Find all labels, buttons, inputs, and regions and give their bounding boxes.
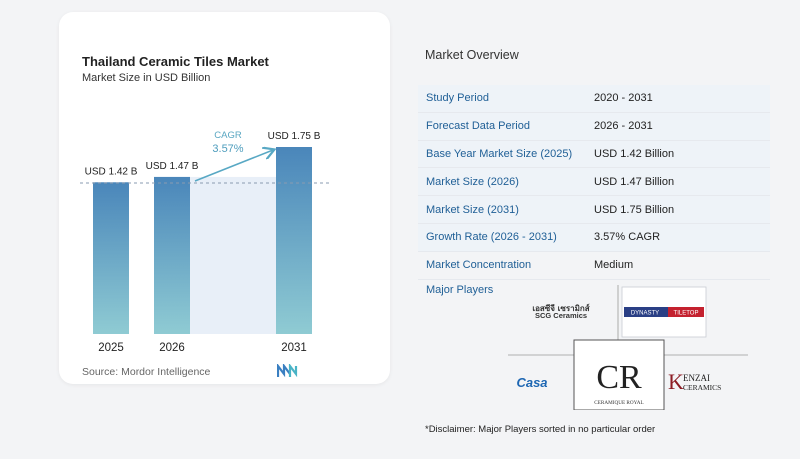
row-value: Medium (594, 259, 634, 272)
row-value: 3.57% CAGR (594, 231, 661, 244)
row-label: Forecast Data Period (426, 120, 530, 133)
row-value: USD 1.47 Billion (594, 175, 675, 188)
overview-title: Market Overview (425, 48, 519, 62)
ceramique-text: CERAMIQUE ROYAL (594, 400, 643, 406)
tiletop-text: TILETOP (674, 311, 699, 317)
major-players-logos: เอสซีจี เซรามิกส์ SCG Ceramics DYNASTY T… (508, 285, 748, 410)
casa-logo: Casa (516, 375, 547, 390)
row-value: USD 1.42 Billion (594, 147, 675, 160)
table-row: Forecast Data Period 2026 - 2031 (418, 112, 770, 141)
scg-thai-text: เอสซีจี เซรามิกส์ (532, 303, 589, 313)
row-label: Market Size (2031) (426, 203, 519, 216)
disclaimer: *Disclaimer: Major Players sorted in no … (425, 424, 656, 435)
kenzai-ceramics-logo: K ENZAI CERAMICS (668, 369, 721, 394)
scg-text: SCG Ceramics (535, 311, 587, 320)
mordor-logo-icon (277, 364, 298, 378)
dynasty-tiletop-logo: DYNASTY TILETOP (621, 286, 707, 338)
chart-subtitle: Market Size in USD Billion (82, 72, 211, 84)
row-value: 2020 - 2031 (594, 92, 653, 105)
cr-text: CR (596, 359, 642, 396)
dynasty-text: DYNASTY (631, 311, 659, 317)
table-row: Study Period 2020 - 2031 (418, 85, 770, 113)
ceramique-royal-logo: CR CERAMIQUE ROYAL (573, 339, 665, 410)
source-note: Source: Mordor Intelligence (82, 366, 211, 378)
kenzai-ceramics-text: CERAMICS (683, 383, 721, 392)
table-row: Base Year Market Size (2025) USD 1.42 Bil… (418, 140, 770, 169)
table-row: Market Size (2031) USD 1.75 Billion (418, 196, 770, 224)
row-label: Market Concentration (426, 259, 532, 272)
overview-table: Study Period 2020 - 2031 Forecast Data Pe… (418, 85, 770, 280)
row-label: Base Year Market Size (2025) (426, 147, 573, 160)
table-row: Market Concentration Medium (418, 252, 770, 280)
kenzai-text: ENZAI (683, 373, 710, 383)
chart-title: Thailand Ceramic Tiles Market (82, 54, 269, 69)
row-value: USD 1.75 Billion (594, 203, 675, 216)
scg-ceramics-logo: เอสซีจี เซรามิกส์ SCG Ceramics (532, 303, 589, 320)
row-label: Growth Rate (2026 - 2031) (426, 231, 557, 244)
row-label: Study Period (426, 92, 489, 105)
kenzai-k-text: K (668, 369, 684, 394)
table-row: Market Size (2026) USD 1.47 Billion (418, 168, 770, 197)
row-label: Market Size (2026) (426, 175, 519, 188)
row-value: 2026 - 2031 (594, 120, 653, 133)
table-row: Growth Rate (2026 - 2031) 3.57% CAGR (418, 223, 770, 252)
major-players-title: Major Players (426, 284, 494, 296)
